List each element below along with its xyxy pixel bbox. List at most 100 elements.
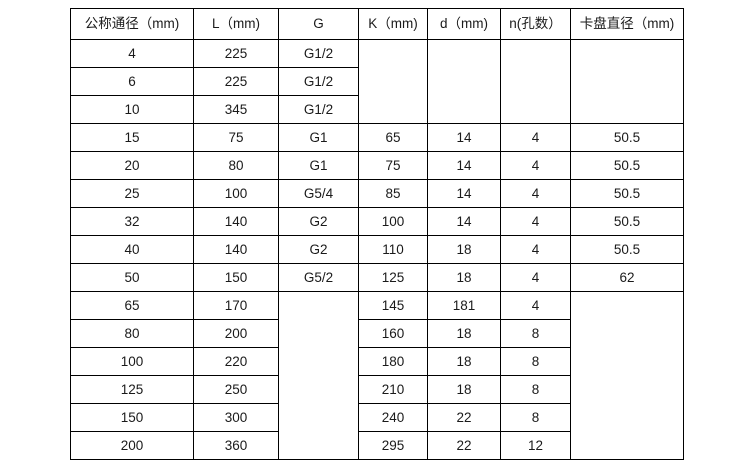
cell-nominal-diameter: 65 (70, 291, 194, 320)
cell-bolt-circle: 110 (358, 235, 428, 264)
cell-hole-diameter: 18 (427, 375, 501, 404)
cell-hole-diameter-empty (427, 39, 501, 124)
cell-thread: G1/2 (278, 95, 359, 124)
cell-hole-diameter: 14 (427, 151, 501, 180)
cell-length: 250 (193, 375, 279, 404)
cell-length: 140 (193, 207, 279, 236)
cell-length: 200 (193, 319, 279, 348)
cell-hole-count: 8 (500, 347, 571, 376)
cell-length: 170 (193, 291, 279, 320)
cell-length: 345 (193, 95, 279, 124)
cell-nominal-diameter: 200 (70, 431, 194, 460)
cell-nominal-diameter: 25 (70, 179, 194, 208)
cell-chuck-diameter: 50.5 (570, 207, 684, 236)
cell-nominal-diameter: 6 (70, 67, 194, 96)
cell-length: 100 (193, 179, 279, 208)
cell-thread-empty (278, 291, 359, 460)
cell-thread: G1 (278, 123, 359, 152)
cell-nominal-diameter: 100 (70, 347, 194, 376)
cell-hole-count: 4 (500, 179, 571, 208)
cell-hole-count: 12 (500, 431, 571, 460)
cell-chuck-diameter-empty (570, 39, 684, 124)
table-header: 公称通径（mm) L（mm) G K（mm) d（mm) n(孔数） 卡盘直径（… (70, 8, 684, 40)
cell-chuck-diameter: 62 (570, 263, 684, 292)
table-row: 100 220 180 18 8 (70, 347, 684, 376)
cell-hole-count: 4 (500, 207, 571, 236)
cell-hole-count: 8 (500, 403, 571, 432)
header-row: 公称通径（mm) L（mm) G K（mm) d（mm) n(孔数） 卡盘直径（… (70, 8, 684, 40)
table-row: 65 170 145 181 4 (70, 291, 684, 460)
cell-bolt-circle: 85 (358, 179, 428, 208)
cell-nominal-diameter: 50 (70, 263, 194, 292)
table-row: 125 250 210 18 8 (70, 375, 684, 404)
table-row: 50 150 G5/2 125 18 4 62 (70, 263, 684, 292)
cell-length: 225 (193, 67, 279, 96)
cell-length: 80 (193, 151, 279, 180)
cell-bolt-circle: 100 (358, 207, 428, 236)
cell-nominal-diameter: 20 (70, 151, 194, 180)
cell-hole-count: 4 (500, 123, 571, 152)
cell-length: 140 (193, 235, 279, 264)
cell-nominal-diameter: 150 (70, 403, 194, 432)
cell-hole-diameter: 14 (427, 179, 501, 208)
cell-thread: G2 (278, 235, 359, 264)
table-row: 15 75 G1 65 14 4 50.5 (70, 123, 684, 152)
cell-hole-diameter: 14 (427, 207, 501, 236)
cell-thread: G5/4 (278, 179, 359, 208)
table-row: 20 80 G1 75 14 4 50.5 (70, 151, 684, 180)
cell-nominal-diameter: 10 (70, 95, 194, 124)
cell-hole-count: 4 (500, 291, 571, 320)
cell-hole-diameter: 181 (427, 291, 501, 320)
cell-thread: G1/2 (278, 67, 359, 96)
table-row: 32 140 G2 100 14 4 50.5 (70, 207, 684, 236)
cell-length: 225 (193, 39, 279, 68)
cell-bolt-circle: 145 (358, 291, 428, 320)
cell-hole-diameter: 18 (427, 319, 501, 348)
cell-hole-diameter: 14 (427, 123, 501, 152)
table-row: 10 345 G1/2 (70, 95, 684, 124)
column-header-length: L（mm) (193, 8, 279, 40)
cell-nominal-diameter: 80 (70, 319, 194, 348)
table-row: 40 140 G2 110 18 4 50.5 (70, 235, 684, 264)
table-row: 25 100 G5/4 85 14 4 50.5 (70, 179, 684, 208)
cell-length: 360 (193, 431, 279, 460)
cell-chuck-diameter: 50.5 (570, 151, 684, 180)
cell-length: 150 (193, 263, 279, 292)
column-header-bolt-circle: K（mm) (358, 8, 428, 40)
column-header-hole-diameter: d（mm) (427, 8, 501, 40)
cell-hole-count: 4 (500, 151, 571, 180)
cell-bolt-circle: 210 (358, 375, 428, 404)
cell-bolt-circle: 65 (358, 123, 428, 152)
cell-nominal-diameter: 125 (70, 375, 194, 404)
cell-bolt-circle: 240 (358, 403, 428, 432)
cell-hole-count: 4 (500, 235, 571, 264)
cell-hole-diameter: 22 (427, 403, 501, 432)
cell-length: 300 (193, 403, 279, 432)
cell-hole-diameter: 22 (427, 431, 501, 460)
cell-nominal-diameter: 15 (70, 123, 194, 152)
cell-hole-diameter: 18 (427, 235, 501, 264)
cell-hole-count: 8 (500, 319, 571, 348)
cell-bolt-circle: 75 (358, 151, 428, 180)
table-body: 4 225 G1/2 6 225 G1/2 10 345 G1/2 (70, 39, 684, 460)
cell-bolt-circle: 125 (358, 263, 428, 292)
column-header-chuck-diameter: 卡盘直径（mm) (570, 8, 684, 40)
cell-chuck-diameter: 50.5 (570, 179, 684, 208)
cell-thread: G1 (278, 151, 359, 180)
column-header-hole-count: n(孔数） (500, 8, 571, 40)
cell-hole-diameter: 18 (427, 263, 501, 292)
cell-chuck-diameter: 50.5 (570, 123, 684, 152)
cell-hole-count: 4 (500, 263, 571, 292)
cell-thread: G5/2 (278, 263, 359, 292)
cell-bolt-circle: 295 (358, 431, 428, 460)
cell-bolt-circle: 180 (358, 347, 428, 376)
column-header-nominal-diameter: 公称通径（mm) (70, 8, 194, 40)
cell-thread: G2 (278, 207, 359, 236)
cell-chuck-diameter-empty (570, 291, 684, 460)
cell-hole-diameter: 18 (427, 347, 501, 376)
table-row: 200 360 295 22 12 (70, 431, 684, 460)
cell-bolt-circle-empty (358, 39, 428, 124)
cell-nominal-diameter: 4 (70, 39, 194, 68)
cell-hole-count-empty (500, 39, 571, 124)
